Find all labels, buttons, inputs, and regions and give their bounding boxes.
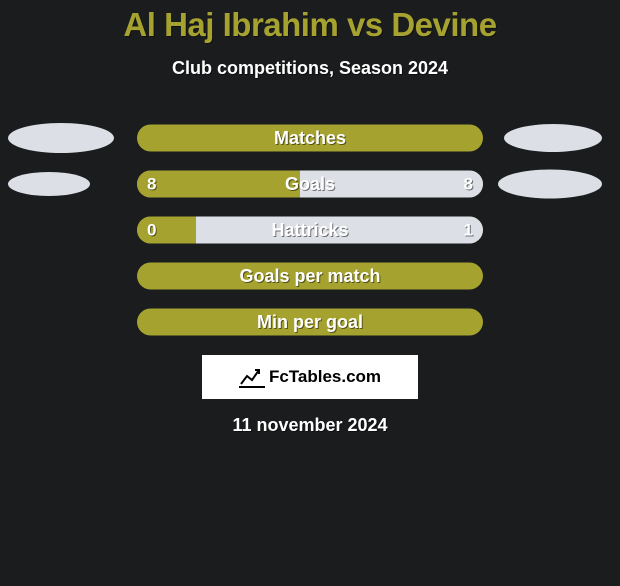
stat-bar: Goals per match <box>137 263 483 290</box>
bar-fill-left <box>137 309 483 336</box>
bar-fill-right <box>300 171 483 198</box>
page-subtitle: Club competitions, Season 2024 <box>0 58 620 79</box>
bar-fill-left <box>137 171 300 198</box>
logo-text: FcTables.com <box>269 367 381 387</box>
left-ellipse <box>8 172 90 196</box>
bar-fill-left <box>137 263 483 290</box>
bar-right-value: 8 <box>464 174 473 194</box>
bar-left-value: 0 <box>147 220 156 240</box>
stat-bar: Min per goal <box>137 309 483 336</box>
right-ellipse <box>504 124 602 152</box>
right-ellipse <box>498 170 602 199</box>
left-ellipse <box>8 123 114 153</box>
stat-row: Goals per match <box>0 253 620 299</box>
stat-bar: 88Goals <box>137 171 483 198</box>
stat-bar: Matches <box>137 125 483 152</box>
stat-row: Matches <box>0 115 620 161</box>
stat-bar: 01Hattricks <box>137 217 483 244</box>
fctables-icon <box>239 366 265 388</box>
page-title: Al Haj Ibrahim vs Devine <box>0 6 620 44</box>
stat-row: 01Hattricks <box>0 207 620 253</box>
logo-box[interactable]: FcTables.com <box>202 355 418 399</box>
bar-fill-right <box>196 217 483 244</box>
bar-fill-left <box>137 125 483 152</box>
bar-right-value: 1 <box>464 220 473 240</box>
bar-fill-left <box>137 217 196 244</box>
bar-left-value: 8 <box>147 174 156 194</box>
stats-rows: Matches88Goals01HattricksGoals per match… <box>0 115 620 345</box>
stat-row: Min per goal <box>0 299 620 345</box>
stat-row: 88Goals <box>0 161 620 207</box>
logo-inner: FcTables.com <box>239 366 381 388</box>
date-text: 11 november 2024 <box>0 415 620 436</box>
